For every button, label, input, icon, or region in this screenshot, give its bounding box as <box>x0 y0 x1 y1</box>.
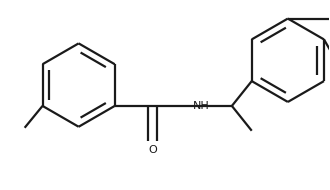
Text: O: O <box>148 145 157 155</box>
Text: NH: NH <box>193 101 210 111</box>
